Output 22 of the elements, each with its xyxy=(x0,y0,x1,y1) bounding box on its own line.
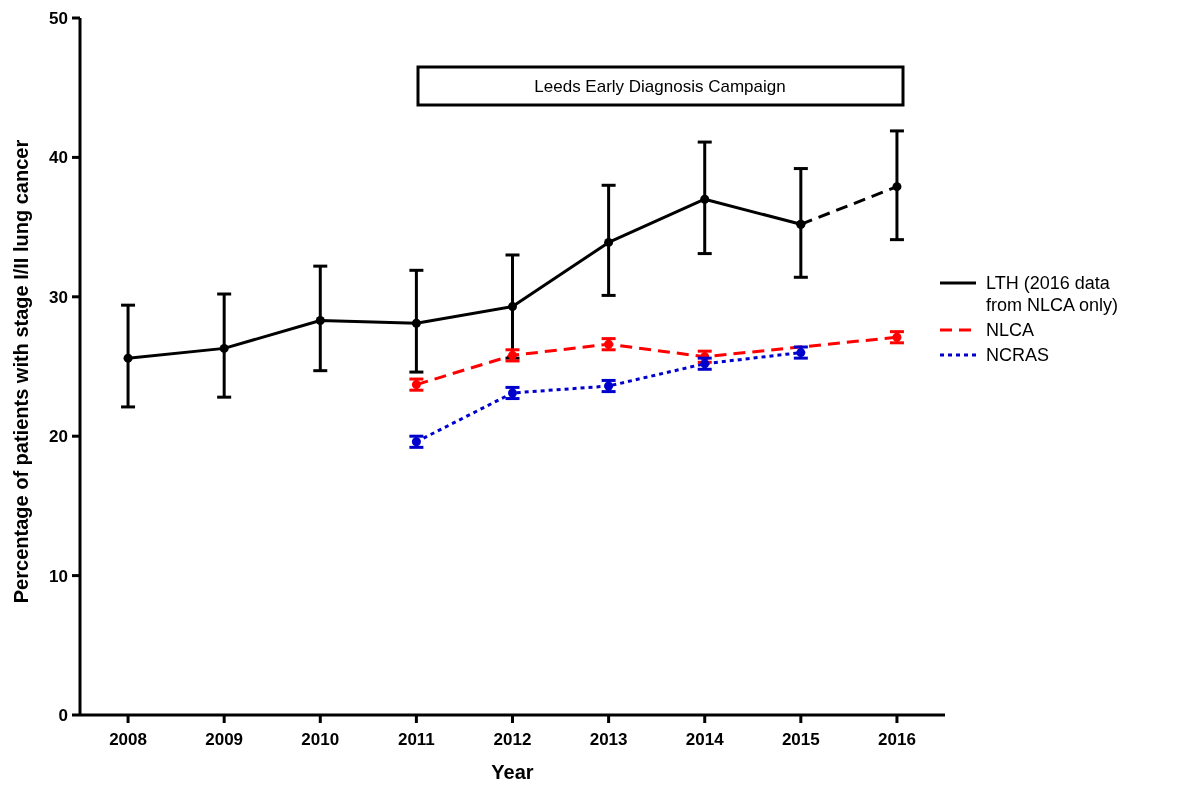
x-tick-label: 2012 xyxy=(493,730,532,749)
x-tick-label: 2008 xyxy=(109,730,147,749)
legend-label: LTH (2016 data from NLCA only) xyxy=(986,273,1119,316)
x-tick-label: 2015 xyxy=(781,730,820,749)
x-axis-title: Year xyxy=(491,761,534,783)
legend-label: NCRAS xyxy=(986,345,1050,366)
y-tick-label: 30 xyxy=(49,287,68,307)
x-tick-label: 2016 xyxy=(878,730,916,749)
y-axis-title: Percentage of patients with stage I/II lung cancer xyxy=(10,139,32,604)
y-tick-label: 50 xyxy=(49,8,68,28)
x-tick-label: 2011 xyxy=(397,730,435,749)
annotation: Leeds Early Diagnosis Campaign xyxy=(534,76,786,96)
y-tick-label: 10 xyxy=(49,566,68,586)
x-tick-label: 2014 xyxy=(685,730,725,749)
text-box: Leeds Early Diagnosis Campaign xyxy=(416,65,905,107)
legend-label: NLCA xyxy=(986,320,1035,341)
y-tick-label: 0 xyxy=(58,705,68,725)
x-tick-label: 2009 xyxy=(205,730,244,749)
x-tick-label: 2013 xyxy=(589,730,628,749)
y-tick-label: 20 xyxy=(49,427,68,447)
x-tick-label: 2010 xyxy=(301,730,340,749)
y-tick-label: 40 xyxy=(49,148,68,168)
